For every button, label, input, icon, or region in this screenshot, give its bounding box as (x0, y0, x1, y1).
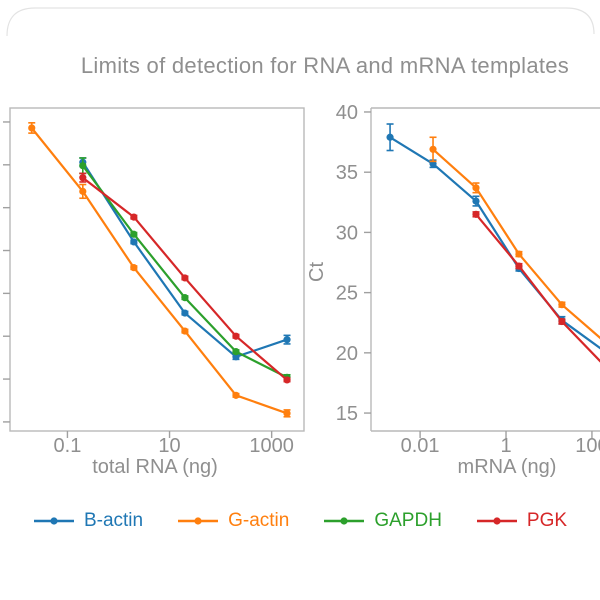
right-plot: 0.01 1 100 40 35 30 25 20 15 (336, 102, 600, 457)
legend-marker-dot-icon (50, 517, 58, 525)
legend-item-b-actin: B-actin (33, 508, 143, 534)
legend-marker-dot-icon (194, 517, 202, 525)
series-g-actin (429, 136, 600, 340)
series-line (389, 136, 600, 350)
x-tick-label: 0.1 (54, 435, 82, 457)
data-point-marker (130, 230, 138, 238)
data-point-marker (283, 409, 291, 417)
legend-label: GAPDH (374, 510, 442, 531)
y-tick-label: 25 (336, 283, 358, 305)
data-point-marker (558, 317, 566, 326)
legend-item-pgk: PGK (476, 508, 567, 534)
data-point-marker (283, 376, 291, 384)
data-point-marker (181, 294, 189, 302)
x-axis-label-total-rna: total RNA (ng) (92, 456, 218, 478)
data-point-marker (472, 197, 480, 205)
legend-swatch-line-icon (476, 517, 517, 525)
data-point-marker (472, 210, 480, 218)
y-tick-label: 30 (336, 222, 358, 244)
data-point-marker (130, 213, 138, 221)
x-tick-label: 1000 (249, 435, 294, 457)
data-point-marker (558, 301, 566, 309)
data-point-marker (515, 250, 523, 258)
data-point-marker (28, 124, 36, 132)
series-pgk (472, 210, 600, 363)
data-point-marker (181, 327, 189, 335)
x-tick-label: 1 (500, 435, 511, 457)
series-line (431, 148, 600, 340)
data-point-marker (181, 274, 189, 282)
data-point-marker (232, 391, 240, 399)
y-axis-label-ct: Ct (306, 262, 328, 282)
data-point-marker (181, 309, 189, 317)
y-tick-label: 40 (336, 102, 358, 124)
series-pgk (79, 172, 291, 384)
data-point-marker (386, 133, 394, 141)
data-point-marker (472, 184, 480, 192)
series-g-actin (28, 122, 291, 418)
x-tick-label: 0.01 (401, 435, 440, 457)
legend-label: G-actin (228, 510, 290, 531)
legend-marker-dot-icon (340, 517, 348, 525)
legend-item-gapdh: GAPDH (323, 508, 442, 534)
left-plot: 0.1 10 1000 (3, 107, 305, 457)
legend-swatch-line-icon (324, 517, 365, 525)
data-point-marker (79, 174, 87, 182)
legend-label: PGK (526, 510, 568, 531)
data-point-marker (79, 162, 87, 170)
legend-label: B-actin (83, 510, 144, 531)
series-line (81, 164, 289, 379)
y-tick-label: 15 (336, 403, 358, 425)
figure-title: Limits of detection for RNA and mRNA tem… (80, 53, 570, 78)
legend-swatch-line-icon (178, 517, 219, 525)
legend-item-g-actin: G-actin (177, 508, 289, 534)
x-axis-label-mrna: mRNA (ng) (457, 456, 557, 478)
y-tick-label: 20 (336, 343, 358, 365)
data-point-marker (79, 187, 87, 195)
data-point-marker (130, 238, 138, 246)
series-line (30, 126, 289, 415)
x-tick-label: 10 (158, 435, 180, 457)
page-top-border (6, 7, 595, 37)
data-point-marker (232, 332, 240, 340)
data-point-marker (130, 264, 138, 272)
legend: B-actin G-actin GAPDH PGK (0, 508, 600, 534)
series-line (474, 213, 600, 363)
data-point-marker (232, 353, 240, 361)
axis-frame (370, 107, 600, 432)
data-point-marker (515, 262, 523, 270)
data-point-marker (283, 336, 291, 344)
data-point-marker (429, 145, 437, 153)
legend-marker-dot-icon (493, 517, 501, 525)
axis-frame (9, 107, 305, 432)
legend-swatch-line-icon (33, 517, 74, 525)
data-point-marker (232, 348, 240, 356)
series-b-actin (386, 123, 600, 350)
x-tick-label: 100 (575, 435, 600, 457)
y-tick-label: 35 (336, 162, 358, 184)
series-gapdh (79, 157, 291, 381)
